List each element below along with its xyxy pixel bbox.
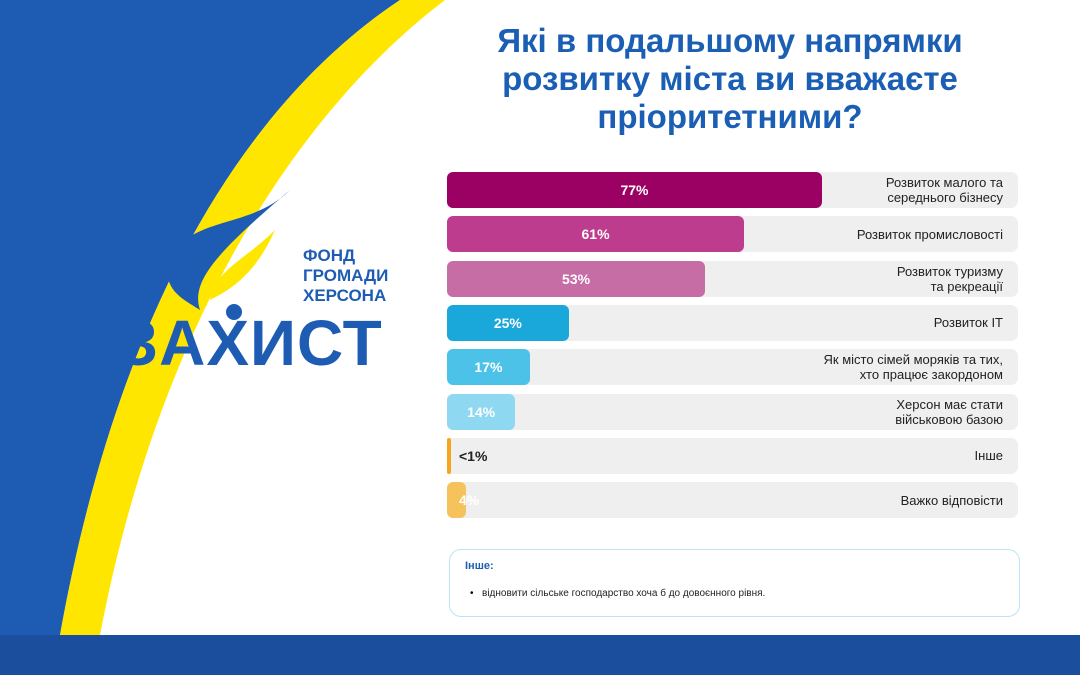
- bg-blue: [0, 0, 400, 635]
- bar: [447, 304, 569, 341]
- category-label: Розвиток промисловості: [856, 226, 1003, 242]
- bar-track: [447, 349, 1018, 386]
- category-label: Важко відповісти: [900, 492, 1003, 508]
- value-label: 25%: [493, 314, 522, 331]
- value-label: 14%: [467, 403, 496, 420]
- category-label: Херсон має стати військовою базою: [895, 396, 1003, 427]
- bg-yellow: [60, 0, 445, 635]
- note-box: Інше: • відновити сільське господарство …: [449, 549, 1020, 617]
- value-label: <1%: [459, 447, 488, 464]
- logo-flame-yellow: [210, 230, 275, 300]
- logo-line: ФОНД: [303, 246, 356, 265]
- category-label: Інше: [974, 448, 1003, 464]
- value-label: 77%: [620, 182, 649, 198]
- bottom-band: [0, 635, 1080, 675]
- category-label: Як місто сімей моряків та тих, хто працю…: [823, 352, 1003, 383]
- bar-track: [447, 437, 1018, 474]
- bar: [447, 216, 745, 253]
- value-label: 53%: [562, 270, 591, 287]
- chart-title: Які в подальшому напрямки розвитку міста…: [497, 22, 963, 135]
- value-label: 4%: [459, 492, 480, 509]
- value-label: 17%: [474, 359, 503, 376]
- value-label: 61%: [581, 226, 610, 243]
- category-label: Розвиток малого та середнього бізнесу: [885, 175, 1003, 205]
- logo-line: ГРОМАДИ: [303, 266, 389, 285]
- bar-track: [447, 482, 1018, 519]
- logo-dot: [226, 304, 242, 320]
- logo-line: ХЕРСОНА: [303, 286, 387, 305]
- bar: [447, 172, 822, 208]
- note-item: відновити сільське господарство хоча б д…: [482, 588, 766, 599]
- logo-flame: [167, 190, 290, 310]
- bar: [447, 260, 706, 297]
- bullet: •: [470, 588, 474, 599]
- bar: [447, 482, 467, 519]
- bar: [447, 437, 451, 474]
- note-title: Інше:: [465, 560, 494, 572]
- bar-track: [447, 393, 1018, 430]
- category-label: Розвиток ІТ: [933, 315, 1003, 331]
- logo-text: ФОНД ГРОМАДИ ХЕРСОНА: [303, 246, 388, 306]
- logo-name: ЗАХИСТ: [118, 307, 383, 379]
- bar: [447, 349, 530, 386]
- bar: [447, 393, 516, 430]
- category-label: Розвиток туризму та рекреації: [896, 263, 1003, 294]
